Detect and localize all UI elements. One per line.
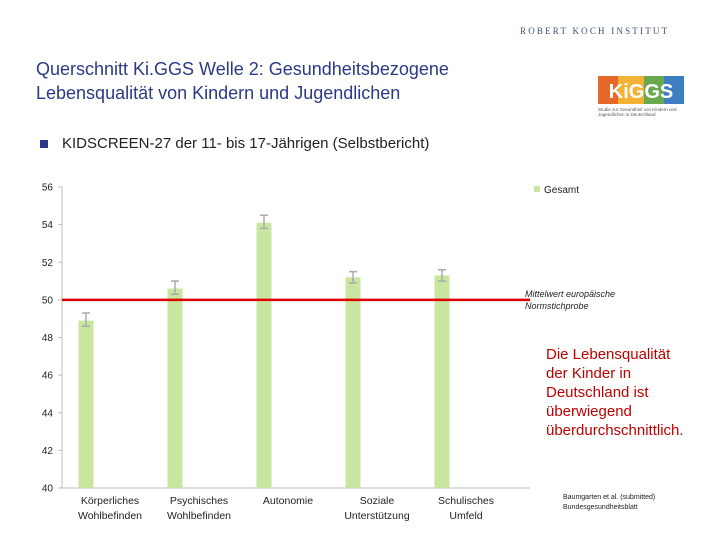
bar — [78, 320, 94, 488]
y-tick-label: 50 — [42, 295, 54, 306]
x-tick-label: Wohlbefinden — [78, 510, 142, 522]
y-tick-label: 46 — [42, 371, 54, 382]
y-tick-label: 42 — [42, 446, 54, 457]
bar — [256, 222, 272, 488]
y-tick-label: 44 — [42, 408, 54, 419]
reference-label: Normstichprobe — [525, 301, 589, 311]
x-tick-label: Schulisches — [438, 495, 494, 507]
legend-label: Gesamt — [544, 185, 579, 196]
reference-label: Mittelwert europäische — [525, 289, 615, 299]
y-tick-label: 52 — [42, 258, 54, 269]
citation: Baumgarten et al. (submitted) Bundesgesu… — [563, 493, 655, 513]
x-tick-label: Soziale — [360, 495, 395, 507]
y-tick-label: 48 — [42, 333, 54, 344]
callout-line-4: überwiegend — [546, 403, 632, 420]
callout-line-3: Deutschland ist — [546, 384, 649, 401]
title-line-1: Querschnitt Ki.GGS Welle 2: Gesundheitsb… — [36, 59, 449, 79]
bar — [167, 288, 183, 488]
bar — [434, 275, 450, 488]
bar — [345, 277, 361, 488]
y-tick-label: 56 — [42, 183, 54, 194]
x-tick-label: Umfeld — [449, 510, 482, 522]
chart-subtitle: KIDSCREEN-27 der 11- bis 17-Jährigen (Se… — [62, 135, 430, 152]
y-tick-label: 40 — [42, 484, 54, 495]
kiggs-logo-text: KiGGS — [609, 81, 673, 103]
citation-line-1: Baumgarten et al. (submitted) — [563, 494, 656, 501]
x-tick-label: Körperliches — [81, 495, 139, 507]
x-tick-label: Unterstützung — [344, 510, 410, 522]
logo-caption: Studie zur Gesundheit von Kindern und Ju… — [598, 107, 677, 117]
citation-line-2: Bundesgesundheitsblatt — [563, 504, 638, 511]
x-tick-label: Psychisches — [170, 495, 228, 507]
callout-line-1: Die Lebensqualität — [546, 346, 671, 363]
callout-text: Die Lebensqualität der Kinder in Deutsch… — [546, 345, 716, 440]
legend-swatch — [534, 186, 540, 192]
institute-name: ROBERT KOCH INSTITUT — [520, 26, 670, 36]
kiggs-logo: KiGGS — [598, 76, 684, 104]
title-line-2: Lebensqualität von Kindern und Jugendlic… — [36, 83, 401, 103]
x-tick-label: Wohlbefinden — [167, 510, 231, 522]
bullet-square-icon — [40, 140, 48, 148]
callout-line-5: überdurchschnittlich. — [546, 422, 684, 439]
y-tick-label: 54 — [42, 220, 54, 231]
page-title: Querschnitt Ki.GGS Welle 2: Gesundheitsb… — [36, 57, 516, 105]
callout-line-2: der Kinder in — [546, 365, 632, 382]
x-tick-label: Autonomie — [263, 495, 313, 507]
